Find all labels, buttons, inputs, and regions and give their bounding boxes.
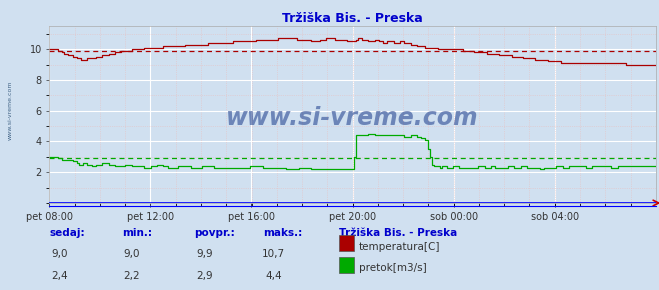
Text: www.si-vreme.com: www.si-vreme.com <box>226 106 479 130</box>
Text: temperatura[C]: temperatura[C] <box>359 242 441 251</box>
Text: www.si-vreme.com: www.si-vreme.com <box>8 80 13 140</box>
Title: Tržiška Bis. - Preska: Tržiška Bis. - Preska <box>282 12 423 25</box>
Text: 2,2: 2,2 <box>123 271 140 281</box>
Text: 9,0: 9,0 <box>123 249 140 259</box>
Text: 10,7: 10,7 <box>262 249 285 259</box>
Text: min.:: min.: <box>122 228 152 238</box>
Text: sedaj:: sedaj: <box>49 228 85 238</box>
Text: Tržiška Bis. - Preska: Tržiška Bis. - Preska <box>339 228 457 238</box>
Text: 2,9: 2,9 <box>196 271 213 281</box>
Text: 4,4: 4,4 <box>265 271 282 281</box>
Text: 9,0: 9,0 <box>51 249 68 259</box>
Text: 9,9: 9,9 <box>196 249 213 259</box>
Text: pretok[m3/s]: pretok[m3/s] <box>359 263 427 273</box>
Text: maks.:: maks.: <box>264 228 303 238</box>
Text: 2,4: 2,4 <box>51 271 68 281</box>
Text: povpr.:: povpr.: <box>194 228 235 238</box>
